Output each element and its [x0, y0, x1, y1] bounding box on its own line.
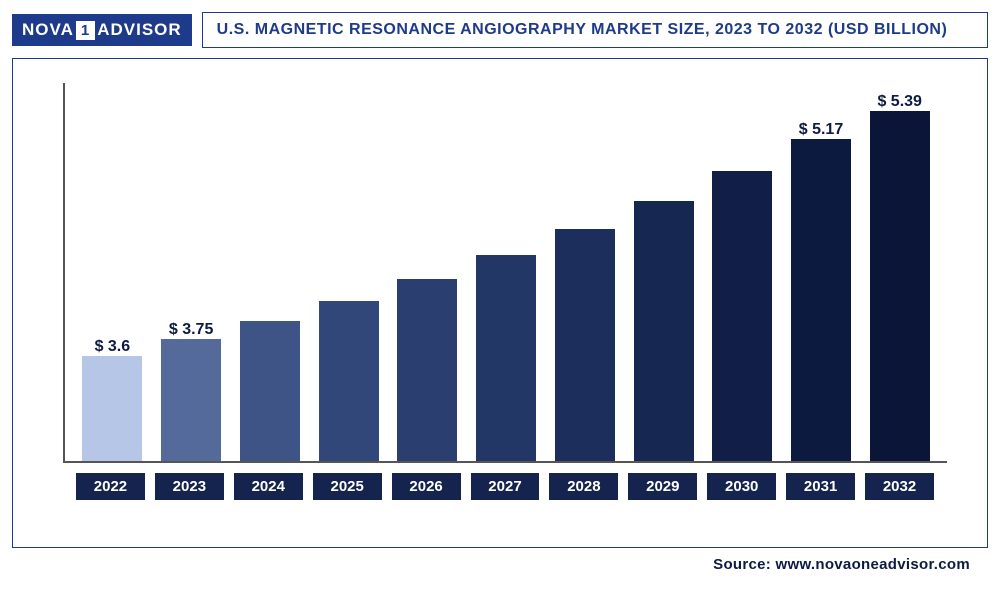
- x-axis-label: 2027: [471, 473, 540, 500]
- bar: [319, 301, 379, 461]
- bar-col: $ 5.17: [782, 139, 861, 461]
- x-axis-label: 2023: [155, 473, 224, 500]
- logo-part1: NOVA: [22, 20, 74, 40]
- bar-value-label: $ 5.17: [799, 121, 843, 139]
- plot-area: $ 3.6 $ 3.75 $ 5.17 $ 5.39: [63, 83, 947, 463]
- bar: [240, 321, 300, 461]
- header-row: NOVA 1 ADVISOR U.S. MAGNETIC RESONANCE A…: [12, 12, 988, 48]
- bar: [555, 229, 615, 461]
- x-axis-label: 2028: [549, 473, 618, 500]
- x-axis-label: 2032: [865, 473, 934, 500]
- brand-logo: NOVA 1 ADVISOR: [12, 14, 192, 46]
- bar-value-label: $ 3.6: [95, 338, 131, 356]
- bar-col: $ 5.39: [860, 111, 939, 461]
- source-text: Source: www.novaoneadvisor.com: [12, 556, 970, 573]
- bar: [712, 171, 772, 461]
- bar-col: $ 3.6: [73, 356, 152, 461]
- bar-col: [467, 255, 546, 461]
- bar-col: [703, 171, 782, 461]
- bar: [476, 255, 536, 461]
- chart-title: U.S. MAGNETIC RESONANCE ANGIOGRAPHY MARK…: [202, 12, 988, 48]
- bar-col: [545, 229, 624, 461]
- logo-num: 1: [76, 21, 95, 40]
- bar-col: [230, 321, 309, 461]
- bar: $ 5.39: [870, 111, 930, 461]
- x-axis-label: 2025: [313, 473, 382, 500]
- x-axis-label: 2031: [786, 473, 855, 500]
- bar: $ 3.75: [161, 339, 221, 461]
- bar-value-label: $ 5.39: [877, 93, 921, 111]
- logo-part2: ADVISOR: [97, 20, 181, 40]
- chart-frame: $ 3.6 $ 3.75 $ 5.17 $ 5.39 2022 2023 2024 2025…: [12, 58, 988, 548]
- bar-row: $ 3.6 $ 3.75 $ 5.17 $ 5.39: [65, 83, 947, 461]
- bar-col: [309, 301, 388, 461]
- x-axis-label: 2024: [234, 473, 303, 500]
- x-axis-label: 2026: [392, 473, 461, 500]
- x-axis-label: 2029: [628, 473, 697, 500]
- x-axis-label: 2022: [76, 473, 145, 500]
- bar: [397, 279, 457, 461]
- bar-col: [388, 279, 467, 461]
- bar: $ 5.17: [791, 139, 851, 461]
- bar: $ 3.6: [82, 356, 142, 461]
- x-axis-label: 2030: [707, 473, 776, 500]
- bar: [634, 201, 694, 461]
- bar-value-label: $ 3.75: [169, 321, 213, 339]
- bar-col: [624, 201, 703, 461]
- x-axis-row: 2022 2023 2024 2025 2026 2027 2028 2029 2030 2031…: [63, 473, 947, 500]
- bar-col: $ 3.75: [152, 339, 231, 461]
